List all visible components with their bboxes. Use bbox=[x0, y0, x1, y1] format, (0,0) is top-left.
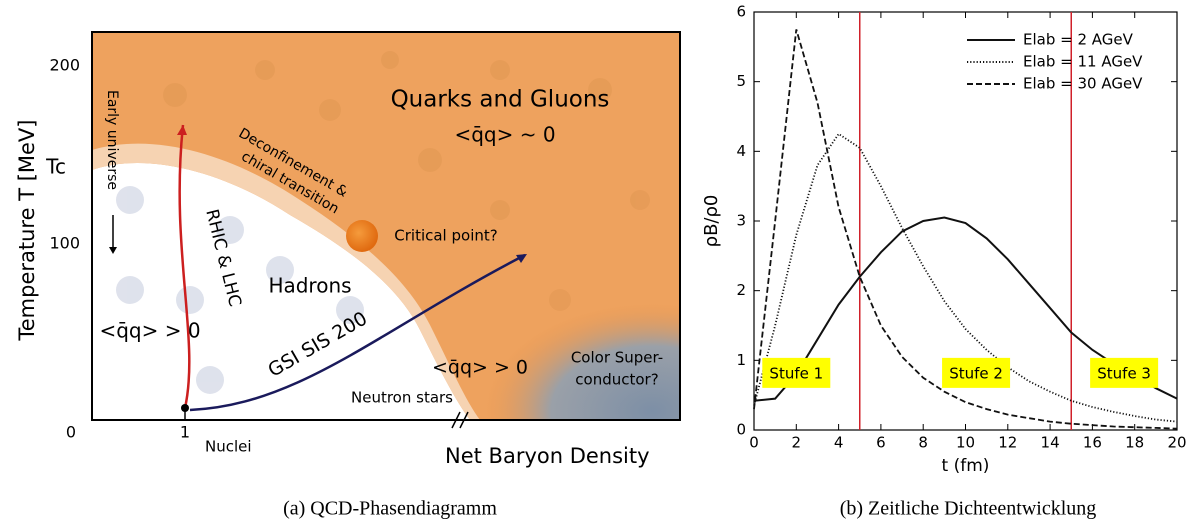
x-tick-label: 16 bbox=[1083, 434, 1102, 452]
x-label: t (fm) bbox=[942, 456, 990, 476]
y-tick-label: 4 bbox=[736, 142, 746, 160]
y-tick-label: 5 bbox=[736, 72, 746, 90]
page: { "diagram": { "y_label": "Temperature T… bbox=[0, 0, 1192, 526]
region-label: Hadrons bbox=[268, 274, 351, 298]
y-tick-label: 3 bbox=[736, 212, 746, 230]
region-label: <q̄q> > 0 bbox=[99, 319, 200, 343]
caption: (b) Zeitliche Dichteentwicklung bbox=[840, 498, 1097, 520]
x-tick-label: 10 bbox=[956, 434, 975, 452]
y-tick-label: Tc bbox=[45, 155, 66, 179]
legend-label: Elab = 2 AGeV bbox=[1023, 31, 1134, 49]
y-tick-label: 1 bbox=[736, 351, 746, 369]
y-tick-label: 6 bbox=[736, 3, 746, 21]
x-tick-label: 6 bbox=[876, 434, 886, 452]
region-label: <q̄q> ~ 0 bbox=[454, 123, 555, 147]
x-tick-label: 12 bbox=[998, 434, 1017, 452]
y-tick-label: 0 bbox=[736, 421, 746, 439]
y-label: Temperature T [MeV] bbox=[15, 120, 39, 342]
legend-label: Elab = 30 AGeV bbox=[1023, 75, 1143, 93]
caption: (a) QCD-Phasendiagramm bbox=[283, 498, 497, 520]
y-tick-label: 100 bbox=[49, 234, 80, 253]
region-label: <q̄q> > 0 bbox=[432, 357, 528, 379]
y-label: ρB/ρ0 bbox=[701, 195, 722, 248]
region-label: Neutron stars bbox=[351, 389, 453, 407]
region-label: conductor? bbox=[575, 371, 658, 389]
x-tick-label: 18 bbox=[1125, 434, 1144, 452]
legend-label: Elab = 11 AGeV bbox=[1023, 53, 1143, 71]
x-tick-label: 14 bbox=[1041, 434, 1060, 452]
y-tick-label: 200 bbox=[49, 56, 80, 75]
x-note: Nuclei bbox=[205, 438, 252, 456]
figure: Temperature T [MeV] 200 Tc 100 0 1 Nucle… bbox=[0, 0, 1192, 526]
x-label: Net Baryon Density bbox=[445, 444, 650, 468]
y-tick-label: 2 bbox=[736, 281, 746, 299]
critical-point bbox=[346, 220, 378, 252]
stage-label: Stufe 1 bbox=[769, 364, 823, 382]
x-tick-label: 4 bbox=[834, 434, 844, 452]
y-tick-label: 0 bbox=[66, 423, 76, 442]
region-label: Early universe bbox=[104, 90, 120, 190]
x-tick-label: 0 bbox=[749, 434, 759, 452]
region-label: Color Super- bbox=[571, 349, 663, 367]
region-label: Quarks and Gluons bbox=[391, 87, 610, 113]
x-tick-label: 8 bbox=[918, 434, 928, 452]
x-tick-label: 20 bbox=[1167, 434, 1186, 452]
region-label: Critical point? bbox=[394, 227, 497, 245]
x-tick-label: 2 bbox=[792, 434, 802, 452]
stage-label: Stufe 3 bbox=[1097, 364, 1151, 382]
stage-label: Stufe 2 bbox=[949, 364, 1003, 382]
phase-diagram: Temperature T [MeV] 200 Tc 100 0 1 Nucle… bbox=[15, 32, 680, 520]
x-tick-label: 1 bbox=[180, 423, 190, 442]
